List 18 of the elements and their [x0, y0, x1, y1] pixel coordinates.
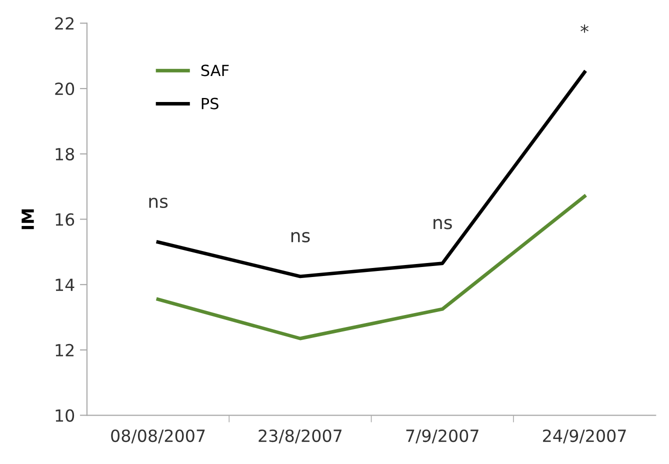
y-tick-label: 12: [56, 344, 74, 356]
y-tick-label: 10: [56, 409, 74, 422]
legend-label: SAF: [201, 64, 229, 76]
x-tick-label: 08/08/2007: [111, 429, 205, 444]
y-tick-label: 20: [55, 82, 74, 96]
x-tick-label: 23/8/2007: [258, 429, 342, 444]
x-tick-label: 24/9/2007: [543, 429, 626, 444]
y-tick-label: 22: [55, 17, 74, 30]
annotation: ns: [149, 198, 168, 208]
y-tick-label: 14: [56, 278, 74, 291]
annotation: ns: [291, 232, 310, 242]
y-axis-title: IM: [22, 209, 34, 230]
annotation: ns: [434, 218, 452, 230]
x-tick-label: 7/9/2007: [406, 429, 478, 444]
annotation: *: [580, 24, 589, 33]
y-tick-label: 18: [56, 148, 74, 160]
legend-label: PS: [202, 98, 218, 110]
y-tick-label: 16: [56, 213, 74, 226]
